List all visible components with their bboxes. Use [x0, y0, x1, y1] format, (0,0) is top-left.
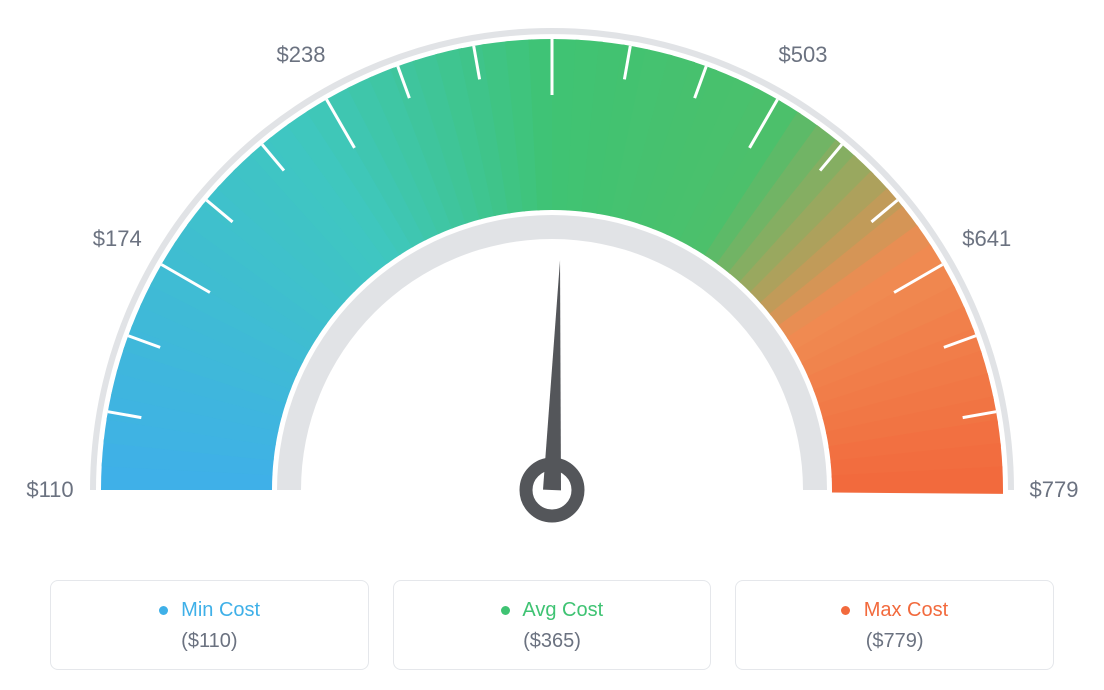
gauge-tick-label: $238 — [277, 42, 326, 68]
legend-dot-icon — [501, 606, 510, 615]
gauge-tick-label: $174 — [93, 226, 142, 252]
legend-title-text: Avg Cost — [522, 599, 603, 621]
legend-dot-icon — [159, 606, 168, 615]
legend-title-max: Max Cost — [746, 599, 1043, 622]
gauge-svg — [0, 0, 1104, 560]
legend-value-avg: ($365) — [404, 630, 701, 653]
legend-row: Min Cost ($110) Avg Cost ($365) Max Cost… — [50, 580, 1054, 670]
legend-card-avg: Avg Cost ($365) — [393, 580, 712, 670]
legend-title-avg: Avg Cost — [404, 599, 701, 622]
legend-title-text: Max Cost — [864, 599, 948, 621]
legend-value-max: ($779) — [746, 630, 1043, 653]
legend-title-min: Min Cost — [61, 599, 358, 622]
legend-title-text: Min Cost — [181, 599, 260, 621]
gauge-chart: $110 $174 $238 $365 $503 $641 $779 — [0, 0, 1104, 560]
gauge-tick-label: $779 — [1030, 477, 1079, 503]
gauge-tick-label: $365 — [528, 0, 577, 1]
legend-dot-icon — [841, 606, 850, 615]
legend-card-min: Min Cost ($110) — [50, 580, 369, 670]
legend-card-max: Max Cost ($779) — [735, 580, 1054, 670]
gauge-tick-label: $641 — [962, 226, 1011, 252]
gauge-tick-label: $503 — [779, 42, 828, 68]
gauge-tick-label: $110 — [26, 477, 73, 503]
legend-value-min: ($110) — [61, 630, 358, 653]
